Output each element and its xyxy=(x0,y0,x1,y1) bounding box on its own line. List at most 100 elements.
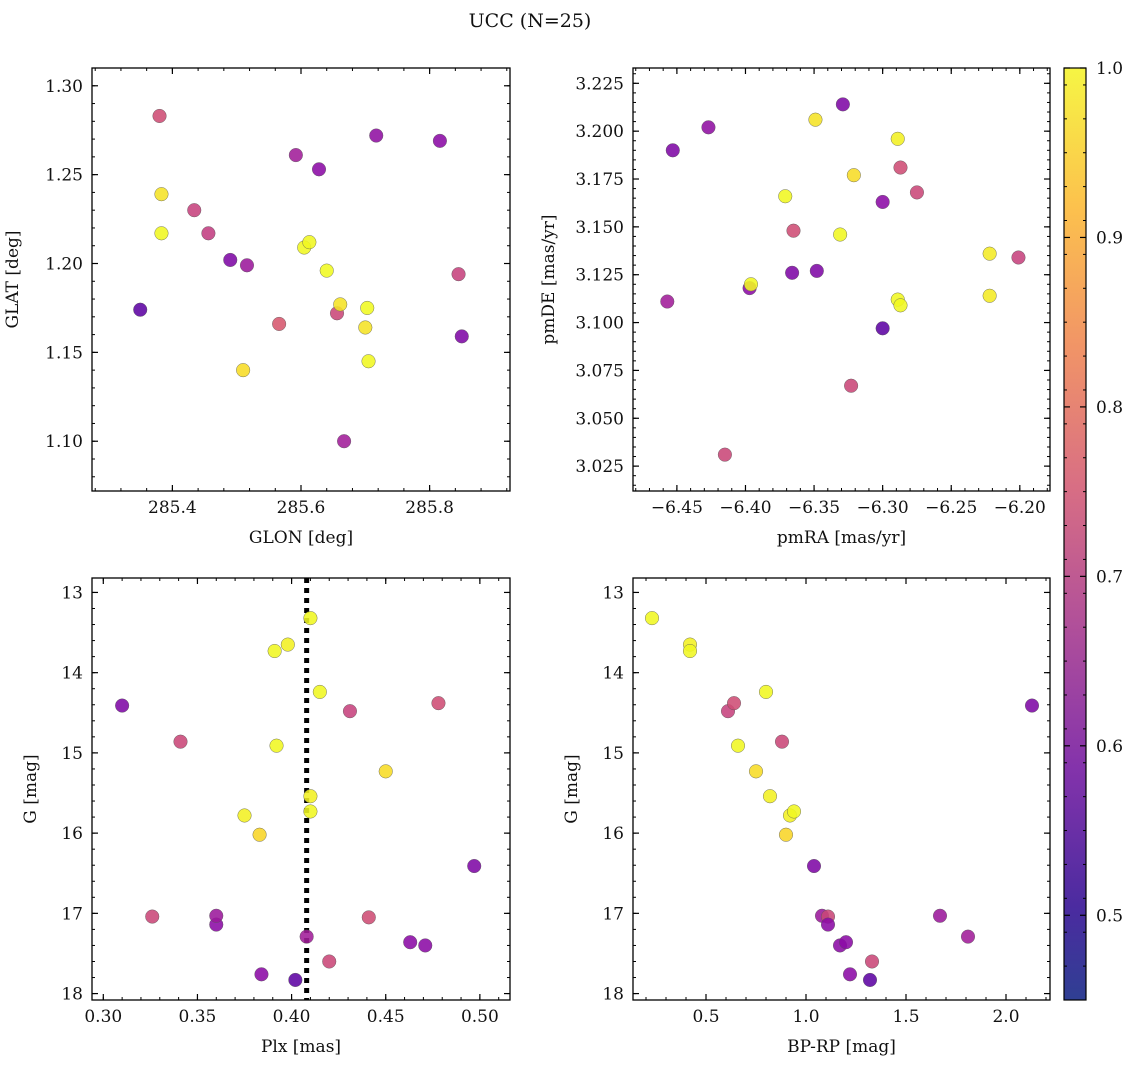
x-tick-label: −6.45 xyxy=(651,498,703,518)
y-axis-label: GLAT [deg] xyxy=(3,230,23,328)
x-tick-label: −6.20 xyxy=(994,498,1046,518)
data-point xyxy=(909,185,924,200)
x-tick-label: 0.45 xyxy=(367,1007,405,1027)
x-tick-label: −6.30 xyxy=(857,498,909,518)
data-point xyxy=(173,734,188,749)
data-point xyxy=(982,246,997,261)
y-tick-label: 3.150 xyxy=(575,218,624,238)
colorbar-tick-label: 1.0 xyxy=(1096,59,1123,79)
data-point xyxy=(665,143,680,158)
x-tick-label: 1.0 xyxy=(792,1007,819,1027)
data-point xyxy=(333,297,348,312)
data-point xyxy=(154,226,169,241)
data-point xyxy=(342,704,357,719)
x-tick-label: 0.40 xyxy=(273,1007,311,1027)
data-point xyxy=(467,859,482,874)
data-point xyxy=(839,935,854,950)
y-tick-label: 16 xyxy=(602,824,624,844)
x-tick-label: 285.8 xyxy=(405,498,454,518)
y-tick-label: 3.175 xyxy=(575,170,624,190)
data-point xyxy=(302,235,317,250)
data-point xyxy=(201,226,216,241)
y-tick-label: 1.15 xyxy=(45,343,83,363)
data-point xyxy=(808,112,823,127)
y-tick-label: 3.075 xyxy=(575,361,624,381)
axes-frame xyxy=(91,577,511,1001)
data-point xyxy=(778,189,793,204)
data-point xyxy=(361,910,376,925)
panels: 285.4 285.6 285.8 1.10 1.15 1.20 1.25 1.30 GLON … xyxy=(3,67,1051,1057)
data-point xyxy=(236,363,251,378)
data-point xyxy=(875,194,890,209)
data-point xyxy=(743,277,758,292)
data-point xyxy=(269,738,284,753)
data-point xyxy=(431,696,446,711)
y-tick-label: 18 xyxy=(602,985,624,1005)
x-tick-label: 1.5 xyxy=(892,1007,919,1027)
data-point xyxy=(337,434,352,449)
data-point xyxy=(454,329,469,344)
data-point xyxy=(361,354,376,369)
y-tick-label: 18 xyxy=(61,985,83,1005)
data-point xyxy=(272,316,287,331)
y-axis-label: G [mag] xyxy=(562,754,582,823)
y-tick-label: 17 xyxy=(602,904,624,924)
data-point xyxy=(775,734,790,749)
data-point xyxy=(846,168,861,183)
y-tick-label: 1.10 xyxy=(45,432,83,452)
y-tick-label: 14 xyxy=(602,664,624,684)
data-point xyxy=(821,917,836,932)
data-point xyxy=(378,764,393,779)
x-tick-label: −6.25 xyxy=(925,498,977,518)
data-point xyxy=(239,258,254,273)
colorbar: 0.5 0.6 0.7 0.8 0.9 1.0 xyxy=(1063,59,1123,1001)
data-point xyxy=(322,954,337,969)
data-point xyxy=(312,162,327,177)
data-point xyxy=(727,696,742,711)
data-point xyxy=(786,223,801,238)
data-point xyxy=(835,97,850,112)
colorbar-tick-label: 0.7 xyxy=(1096,567,1123,587)
data-point xyxy=(252,827,267,842)
data-point xyxy=(133,302,148,317)
axes-frame xyxy=(632,67,1051,492)
data-point xyxy=(763,789,778,804)
panel-2: −6.45 −6.40 −6.35 −6.30 −6.25 −6.20 3.025 3.050… xyxy=(539,67,1051,548)
x-tick-label: 285.6 xyxy=(277,498,326,518)
data-point xyxy=(1024,698,1039,713)
axes-frame xyxy=(91,67,511,492)
data-point xyxy=(787,804,802,819)
data-point xyxy=(145,909,160,924)
colorbar-tick-label: 0.6 xyxy=(1096,737,1123,757)
x-tick-label: 0.30 xyxy=(84,1007,122,1027)
data-point xyxy=(288,148,303,163)
data-point xyxy=(863,972,878,987)
data-point xyxy=(807,859,822,874)
x-tick-label: −6.40 xyxy=(719,498,771,518)
data-point xyxy=(893,298,908,313)
data-point xyxy=(303,804,318,819)
data-point xyxy=(779,827,794,842)
x-tick-label: 2.0 xyxy=(992,1007,1019,1027)
data-point xyxy=(115,698,130,713)
x-tick-label: 0.50 xyxy=(461,1007,499,1027)
data-point xyxy=(645,611,660,626)
y-tick-label: 3.050 xyxy=(575,409,624,429)
data-point xyxy=(683,644,698,659)
y-tick-label: 3.125 xyxy=(575,266,624,286)
data-point xyxy=(154,187,169,202)
data-point xyxy=(961,929,976,944)
y-tick-label: 17 xyxy=(61,904,83,924)
data-point xyxy=(254,967,269,982)
data-point xyxy=(759,684,774,699)
data-point xyxy=(209,908,224,923)
data-point xyxy=(299,929,314,944)
y-tick-label: 14 xyxy=(61,664,83,684)
data-point xyxy=(875,321,890,336)
y-tick-label: 3.200 xyxy=(575,122,624,142)
data-point xyxy=(288,972,303,987)
data-point xyxy=(893,160,908,175)
colorbar-ticks: 0.5 0.6 0.7 0.8 0.9 1.0 xyxy=(1064,59,1123,1001)
panel-4: 0.5 1.0 1.5 2.0 13 14 15 16 17 18 BP-RP [mag] G [ma… xyxy=(562,577,1051,1057)
data-point xyxy=(152,108,167,123)
